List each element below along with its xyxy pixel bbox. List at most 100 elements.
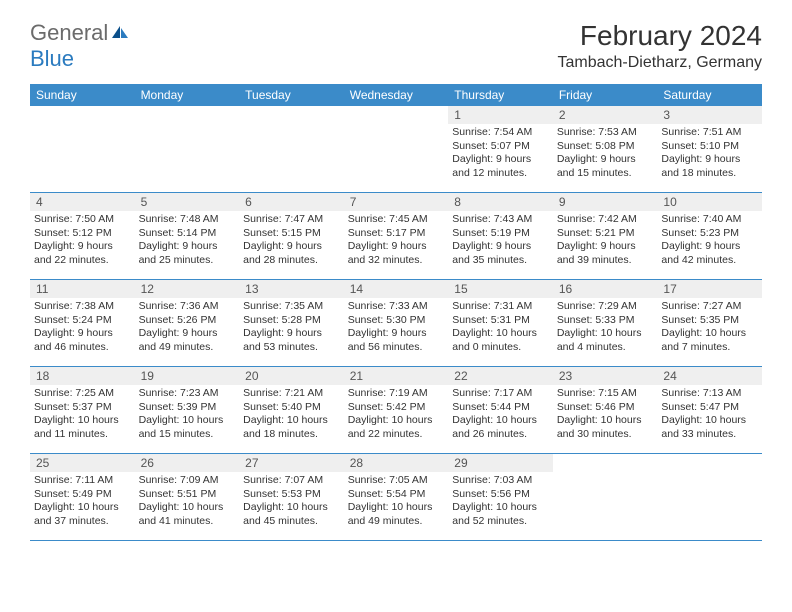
day-cell: 1Sunrise: 7:54 AMSunset: 5:07 PMDaylight…	[448, 106, 553, 192]
sunset-text: Sunset: 5:44 PM	[452, 401, 549, 415]
daylight-text: Daylight: 10 hours and 7 minutes.	[661, 327, 758, 354]
sunrise-text: Sunrise: 7:25 AM	[34, 387, 131, 401]
day-number: 15	[448, 280, 553, 298]
day-cell: 17Sunrise: 7:27 AMSunset: 5:35 PMDayligh…	[657, 280, 762, 366]
day-cell: 8Sunrise: 7:43 AMSunset: 5:19 PMDaylight…	[448, 193, 553, 279]
sunrise-text: Sunrise: 7:45 AM	[348, 213, 445, 227]
sunset-text: Sunset: 5:07 PM	[452, 140, 549, 154]
daylight-text: Daylight: 9 hours and 25 minutes.	[139, 240, 236, 267]
sunrise-text: Sunrise: 7:21 AM	[243, 387, 340, 401]
daylight-text: Daylight: 9 hours and 32 minutes.	[348, 240, 445, 267]
sunset-text: Sunset: 5:47 PM	[661, 401, 758, 415]
sunrise-text: Sunrise: 7:29 AM	[557, 300, 654, 314]
daylight-text: Daylight: 10 hours and 26 minutes.	[452, 414, 549, 441]
day-number: 21	[344, 367, 449, 385]
title-block: February 2024 Tambach-Dietharz, Germany	[557, 20, 762, 72]
day-number	[135, 106, 240, 124]
daylight-text: Daylight: 10 hours and 33 minutes.	[661, 414, 758, 441]
day-number: 6	[239, 193, 344, 211]
day-number: 18	[30, 367, 135, 385]
logo-text-2: Blue	[30, 46, 74, 71]
calendar-page: GeneralBlue February 2024 Tambach-Dietha…	[0, 0, 792, 561]
day-number: 9	[553, 193, 658, 211]
day-body: Sunrise: 7:45 AMSunset: 5:17 PMDaylight:…	[344, 211, 449, 272]
day-cell: 19Sunrise: 7:23 AMSunset: 5:39 PMDayligh…	[135, 367, 240, 453]
day-number: 28	[344, 454, 449, 472]
daylight-text: Daylight: 10 hours and 30 minutes.	[557, 414, 654, 441]
day-number	[657, 454, 762, 472]
day-body: Sunrise: 7:42 AMSunset: 5:21 PMDaylight:…	[553, 211, 658, 272]
sunrise-text: Sunrise: 7:54 AM	[452, 126, 549, 140]
sunset-text: Sunset: 5:15 PM	[243, 227, 340, 241]
sunset-text: Sunset: 5:08 PM	[557, 140, 654, 154]
day-body: Sunrise: 7:48 AMSunset: 5:14 PMDaylight:…	[135, 211, 240, 272]
week-row: 4Sunrise: 7:50 AMSunset: 5:12 PMDaylight…	[30, 193, 762, 280]
sunset-text: Sunset: 5:54 PM	[348, 488, 445, 502]
day-body: Sunrise: 7:50 AMSunset: 5:12 PMDaylight:…	[30, 211, 135, 272]
day-number: 11	[30, 280, 135, 298]
daylight-text: Daylight: 10 hours and 22 minutes.	[348, 414, 445, 441]
daylight-text: Daylight: 9 hours and 46 minutes.	[34, 327, 131, 354]
day-number: 1	[448, 106, 553, 124]
day-cell: 27Sunrise: 7:07 AMSunset: 5:53 PMDayligh…	[239, 454, 344, 540]
day-body: Sunrise: 7:09 AMSunset: 5:51 PMDaylight:…	[135, 472, 240, 533]
location-subtitle: Tambach-Dietharz, Germany	[557, 54, 762, 72]
day-body: Sunrise: 7:25 AMSunset: 5:37 PMDaylight:…	[30, 385, 135, 446]
day-cell: 20Sunrise: 7:21 AMSunset: 5:40 PMDayligh…	[239, 367, 344, 453]
day-number: 10	[657, 193, 762, 211]
day-cell: 15Sunrise: 7:31 AMSunset: 5:31 PMDayligh…	[448, 280, 553, 366]
day-cell: 2Sunrise: 7:53 AMSunset: 5:08 PMDaylight…	[553, 106, 658, 192]
day-number	[239, 106, 344, 124]
daylight-text: Daylight: 9 hours and 22 minutes.	[34, 240, 131, 267]
weekday-thursday: Thursday	[448, 84, 553, 106]
sunrise-text: Sunrise: 7:23 AM	[139, 387, 236, 401]
day-body: Sunrise: 7:21 AMSunset: 5:40 PMDaylight:…	[239, 385, 344, 446]
day-cell: 11Sunrise: 7:38 AMSunset: 5:24 PMDayligh…	[30, 280, 135, 366]
sunset-text: Sunset: 5:40 PM	[243, 401, 340, 415]
week-row: 1Sunrise: 7:54 AMSunset: 5:07 PMDaylight…	[30, 106, 762, 193]
daylight-text: Daylight: 9 hours and 49 minutes.	[139, 327, 236, 354]
sunrise-text: Sunrise: 7:42 AM	[557, 213, 654, 227]
day-cell	[30, 106, 135, 192]
day-cell	[553, 454, 658, 540]
sunrise-text: Sunrise: 7:31 AM	[452, 300, 549, 314]
weekday-wednesday: Wednesday	[344, 84, 449, 106]
day-cell: 23Sunrise: 7:15 AMSunset: 5:46 PMDayligh…	[553, 367, 658, 453]
day-cell: 3Sunrise: 7:51 AMSunset: 5:10 PMDaylight…	[657, 106, 762, 192]
day-cell: 26Sunrise: 7:09 AMSunset: 5:51 PMDayligh…	[135, 454, 240, 540]
sunrise-text: Sunrise: 7:53 AM	[557, 126, 654, 140]
logo-text: GeneralBlue	[30, 20, 130, 72]
sunset-text: Sunset: 5:10 PM	[661, 140, 758, 154]
day-body: Sunrise: 7:31 AMSunset: 5:31 PMDaylight:…	[448, 298, 553, 359]
day-number	[553, 454, 658, 472]
sunrise-text: Sunrise: 7:35 AM	[243, 300, 340, 314]
sunrise-text: Sunrise: 7:19 AM	[348, 387, 445, 401]
sunrise-text: Sunrise: 7:27 AM	[661, 300, 758, 314]
sunrise-text: Sunrise: 7:11 AM	[34, 474, 131, 488]
day-cell	[135, 106, 240, 192]
day-number: 14	[344, 280, 449, 298]
daylight-text: Daylight: 10 hours and 15 minutes.	[139, 414, 236, 441]
daylight-text: Daylight: 10 hours and 0 minutes.	[452, 327, 549, 354]
sunset-text: Sunset: 5:46 PM	[557, 401, 654, 415]
day-body: Sunrise: 7:03 AMSunset: 5:56 PMDaylight:…	[448, 472, 553, 533]
sunset-text: Sunset: 5:19 PM	[452, 227, 549, 241]
day-body: Sunrise: 7:47 AMSunset: 5:15 PMDaylight:…	[239, 211, 344, 272]
day-cell	[239, 106, 344, 192]
page-header: GeneralBlue February 2024 Tambach-Dietha…	[30, 20, 762, 72]
day-number: 7	[344, 193, 449, 211]
week-row: 11Sunrise: 7:38 AMSunset: 5:24 PMDayligh…	[30, 280, 762, 367]
calendar-grid: Sunday Monday Tuesday Wednesday Thursday…	[30, 84, 762, 541]
day-body: Sunrise: 7:38 AMSunset: 5:24 PMDaylight:…	[30, 298, 135, 359]
sunrise-text: Sunrise: 7:38 AM	[34, 300, 131, 314]
day-body: Sunrise: 7:29 AMSunset: 5:33 PMDaylight:…	[553, 298, 658, 359]
sunrise-text: Sunrise: 7:43 AM	[452, 213, 549, 227]
day-cell: 5Sunrise: 7:48 AMSunset: 5:14 PMDaylight…	[135, 193, 240, 279]
sunset-text: Sunset: 5:17 PM	[348, 227, 445, 241]
sunrise-text: Sunrise: 7:50 AM	[34, 213, 131, 227]
weekday-friday: Friday	[553, 84, 658, 106]
day-body: Sunrise: 7:27 AMSunset: 5:35 PMDaylight:…	[657, 298, 762, 359]
day-cell: 22Sunrise: 7:17 AMSunset: 5:44 PMDayligh…	[448, 367, 553, 453]
day-body: Sunrise: 7:13 AMSunset: 5:47 PMDaylight:…	[657, 385, 762, 446]
day-body: Sunrise: 7:23 AMSunset: 5:39 PMDaylight:…	[135, 385, 240, 446]
